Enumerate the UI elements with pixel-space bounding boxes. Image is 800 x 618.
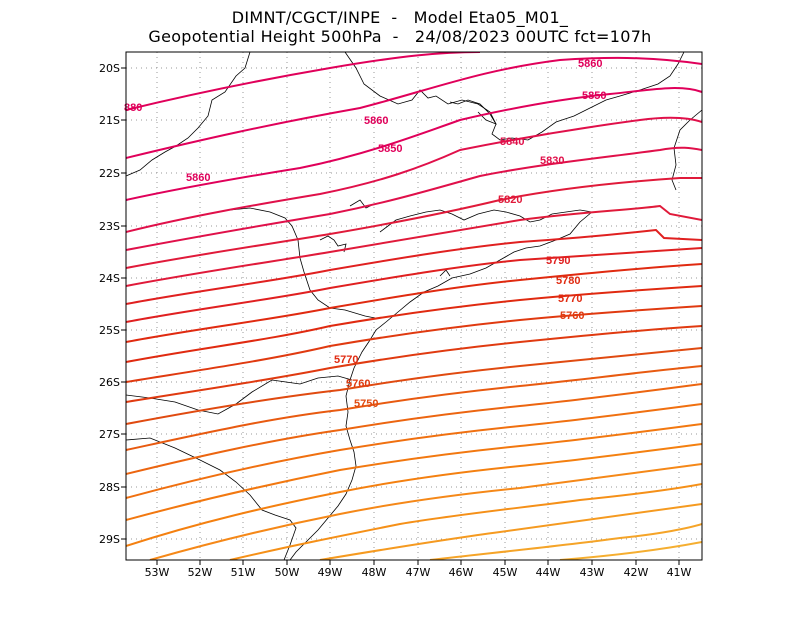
contour-line: [126, 263, 702, 343]
contour-line: [126, 146, 702, 251]
contour-label: 5750: [354, 398, 378, 410]
contour-label: 5850: [582, 90, 606, 102]
contour-label: 880: [124, 102, 142, 114]
contour-line: [126, 285, 702, 363]
lat-axis-labels: 20S 21S 22S 23S 24S 25S 26S 27S 28S 29S: [99, 62, 120, 546]
contour-line: [126, 423, 702, 521]
lat-tick-label: 29S: [99, 533, 120, 546]
contour-label: 5840: [500, 136, 524, 148]
contour-line: [126, 56, 702, 159]
contour-label: 5830: [540, 155, 564, 167]
lon-tick-label: 42W: [624, 566, 649, 579]
contour-label: 5860: [186, 172, 210, 184]
contour-line: [126, 443, 702, 547]
lon-tick-label: 44W: [536, 566, 561, 579]
contour-label: 5790: [546, 255, 570, 267]
height-contours: [126, 52, 702, 560]
contour-line: [126, 247, 702, 323]
contour-line: [126, 52, 481, 111]
lat-tick-label: 24S: [99, 272, 120, 285]
contour-label: 5860: [364, 115, 388, 127]
title-line-2: Geopotential Height 500hPa - 24/08/2023 …: [148, 27, 652, 46]
contour-label: 5770: [558, 293, 582, 305]
lon-tick-label: 51W: [231, 566, 256, 579]
lat-tick-label: 21S: [99, 114, 120, 127]
lat-tick-label: 23S: [99, 220, 120, 233]
tick-marks: [121, 67, 680, 565]
contour-line: [126, 228, 702, 305]
contour-label: 5760: [560, 310, 584, 322]
contour-labels: 5860 5850 880 5860 5850 5840 5830 5860 5…: [124, 58, 606, 410]
grid: [126, 52, 702, 560]
contour-line: [126, 116, 702, 233]
contour-line: [126, 403, 702, 499]
lon-axis-labels: 53W 52W 51W 50W 49W 48W 47W 46W 45W 44W …: [145, 566, 692, 579]
contour-label: 5860: [578, 58, 602, 70]
lat-tick-label: 26S: [99, 376, 120, 389]
plot-frame: [125, 51, 703, 561]
contour-line: [126, 177, 702, 269]
contour-line: [229, 483, 702, 560]
lat-tick-label: 28S: [99, 481, 120, 494]
lat-tick-label: 20S: [99, 62, 120, 75]
lat-tick-label: 25S: [99, 324, 120, 337]
contour-line: [126, 87, 702, 201]
title-line-1: DIMNT/CGCT/INPE - Model Eta05_M01_: [231, 8, 569, 27]
lon-tick-label: 50W: [275, 566, 300, 579]
contour-label: 5770: [334, 354, 358, 366]
lon-tick-label: 46W: [449, 566, 474, 579]
contour-line: [126, 365, 702, 451]
lon-tick-label: 43W: [580, 566, 605, 579]
lon-tick-label: 45W: [493, 566, 518, 579]
lon-tick-label: 49W: [318, 566, 343, 579]
contour-label: 5820: [498, 194, 522, 206]
lon-tick-label: 52W: [188, 566, 213, 579]
lat-tick-label: 22S: [99, 167, 120, 180]
contour-line: [126, 204, 702, 287]
contour-label: 5850: [378, 143, 402, 155]
lon-tick-label: 53W: [145, 566, 170, 579]
contour-label: 5780: [556, 275, 580, 287]
contour-label: 5760: [346, 378, 370, 390]
contour-line: [126, 325, 702, 403]
coastline-borders: [126, 52, 702, 560]
contour-line: [126, 383, 702, 475]
contour-line: [429, 523, 702, 560]
contour-line: [319, 503, 702, 560]
contour-line: [559, 541, 702, 560]
contour-line: [126, 305, 702, 383]
contour-line: [126, 347, 702, 425]
lon-tick-label: 47W: [406, 566, 431, 579]
lon-tick-label: 48W: [362, 566, 387, 579]
lat-tick-label: 27S: [99, 428, 120, 441]
contour-line: [149, 463, 702, 560]
lon-tick-label: 41W: [667, 566, 692, 579]
